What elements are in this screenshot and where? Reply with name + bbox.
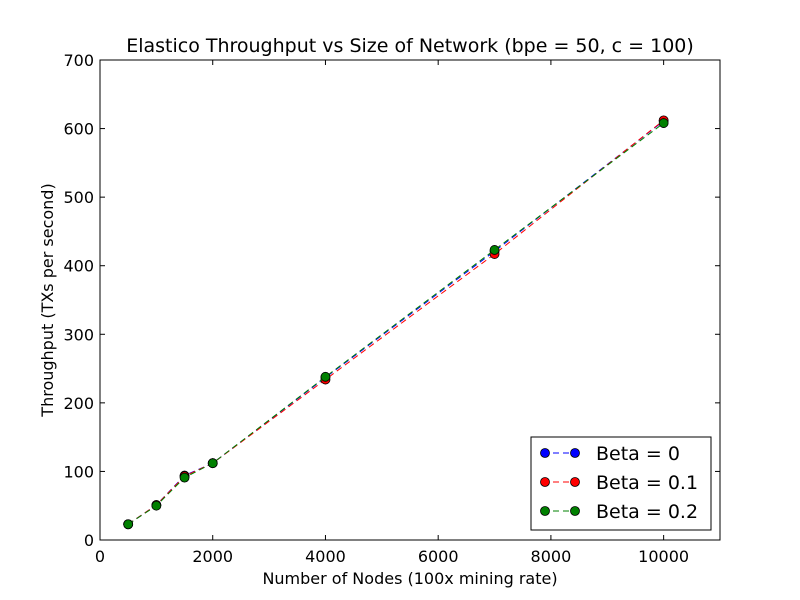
x-tick-label: 8000	[531, 547, 572, 566]
y-tick-label: 500	[63, 188, 94, 207]
y-tick-label: 200	[63, 394, 94, 413]
legend-box	[530, 436, 712, 531]
x-tick-label: 6000	[418, 547, 459, 566]
y-tick-label: 100	[63, 462, 94, 481]
x-tick-label: 2000	[192, 547, 233, 566]
axis-ticks: 0 2000 4000 6000 8000 10000 0 100 200 300 400 500 60…	[63, 51, 720, 566]
legend: Beta = 0 Beta = 0.1 Beta = 0.2	[530, 436, 712, 531]
legend-marker	[570, 477, 580, 487]
legend-label: Beta = 0	[596, 443, 680, 465]
data-point	[123, 519, 134, 530]
y-tick-label: 400	[63, 257, 94, 276]
chart-title: Elastico Throughput vs Size of Network (…	[126, 35, 694, 57]
legend-marker	[570, 506, 580, 516]
legend-label: Beta = 0.2	[596, 501, 698, 523]
data-point	[179, 472, 190, 483]
legend-label: Beta = 0.1	[596, 472, 698, 494]
y-tick-label: 700	[63, 51, 94, 70]
series-group	[123, 115, 669, 530]
legend-marker	[570, 448, 580, 458]
y-axis-label: Throughput (TXs per second)	[38, 183, 57, 417]
data-point	[489, 245, 500, 255]
data-point	[658, 118, 669, 128]
x-tick-label: 0	[95, 547, 105, 566]
legend-marker	[540, 477, 550, 487]
data-point	[320, 371, 331, 382]
data-point	[207, 458, 218, 469]
y-tick-label: 300	[63, 325, 94, 344]
legend-marker	[540, 448, 550, 458]
y-tick-label: 0	[84, 531, 94, 550]
x-tick-label: 10000	[638, 547, 689, 566]
data-point	[151, 500, 162, 511]
x-axis-label: Number of Nodes (100x mining rate)	[262, 569, 557, 588]
series-2	[123, 118, 669, 530]
plot-area-frame	[99, 59, 721, 541]
legend-marker	[540, 506, 550, 516]
x-tick-label: 4000	[305, 547, 346, 566]
y-tick-label: 600	[63, 120, 94, 139]
